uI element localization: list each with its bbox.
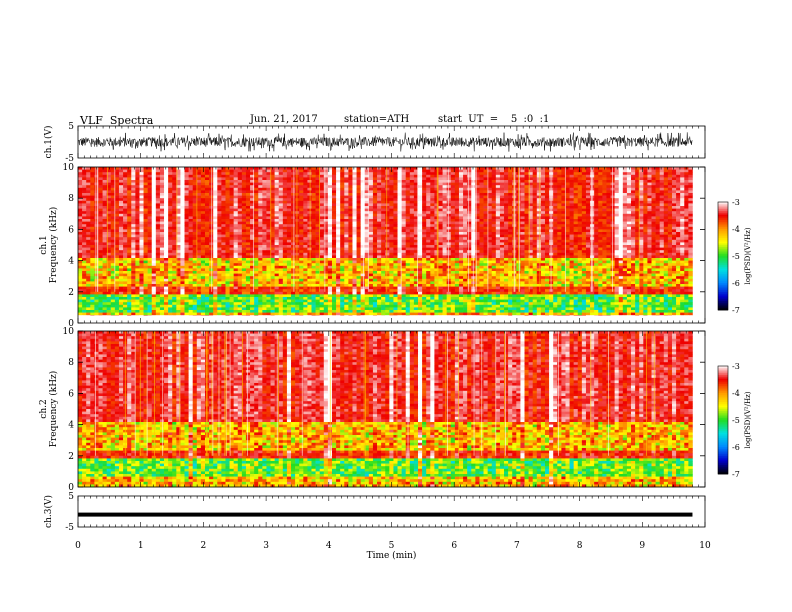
ylabel-frequency: Frequency (kHz)	[48, 207, 59, 284]
ylabel-frequency: Frequency (kHz)	[48, 371, 59, 448]
start-time-label: start UT = 5 :0 :1	[438, 114, 550, 125]
ytick-label: 8	[68, 194, 74, 204]
colorbar-tick: -4	[732, 389, 740, 398]
colorbar-tick: -5	[732, 416, 740, 425]
ytick-label: -5	[65, 154, 74, 164]
ytick-label: 10	[63, 327, 75, 337]
colorbar-tick: -7	[732, 470, 740, 479]
xtick-label: 0	[75, 541, 81, 551]
ytick-label: 6	[68, 389, 74, 399]
colorbar-tick: -6	[732, 279, 740, 288]
ch3-trace	[78, 512, 693, 517]
xtick-label: 3	[263, 541, 269, 551]
ytick-label: 0	[68, 319, 74, 329]
colorbar-tick: -3	[732, 362, 740, 371]
ylabel-channel: ch.1	[39, 235, 49, 254]
ytick-label: 2	[68, 288, 74, 298]
colorbar-label: log(PSD)(V²/Hz)	[744, 227, 752, 284]
xtick-label: 5	[389, 541, 395, 551]
ch1-trace	[77, 132, 693, 152]
ytick-label: 4	[68, 421, 74, 431]
colorbar-label: log(PSD)(V²/Hz)	[744, 391, 752, 448]
xtick-label: 1	[138, 541, 144, 551]
xtick-label: 8	[577, 541, 583, 551]
ytick-label: 8	[68, 358, 74, 368]
ylabel-channel: ch.2	[39, 399, 49, 418]
ytick-label: -5	[65, 523, 74, 533]
ytick-label: 10	[63, 163, 75, 173]
figure-title: VLF Spectra	[80, 114, 154, 127]
colorbar-tick: -4	[732, 225, 740, 234]
ytick-label: 4	[68, 257, 74, 267]
ylabel-waveform: ch.1(V)	[43, 126, 54, 159]
colorbar-tick: -5	[732, 252, 740, 261]
colorbar-tick: -6	[732, 443, 740, 452]
ytick-label: 5	[68, 492, 74, 502]
colorbar-tick: -7	[732, 306, 740, 315]
spectrogram-ch1	[78, 167, 693, 324]
ytick-label: 5	[68, 122, 74, 132]
colorbar-ch1	[718, 202, 728, 311]
xtick-label: 4	[326, 541, 332, 551]
ytick-label: 0	[68, 483, 74, 493]
xtick-label: 10	[699, 541, 711, 551]
date-label: Jun. 21, 2017	[250, 114, 318, 125]
colorbar-ch2	[718, 366, 728, 475]
ylabel-waveform: ch.3(V)	[43, 495, 54, 528]
ytick-label: 6	[68, 225, 74, 235]
xtick-label: 7	[514, 541, 520, 551]
ytick-label: 2	[68, 452, 74, 462]
xtick-label: 6	[451, 541, 457, 551]
spectrogram-ch2	[78, 331, 693, 488]
colorbar-tick: -3	[732, 198, 740, 207]
xtick-label: 9	[639, 541, 645, 551]
xaxis-label: Time (min)	[367, 550, 417, 561]
station-label: station=ATH	[344, 114, 410, 125]
xtick-label: 2	[201, 541, 207, 551]
